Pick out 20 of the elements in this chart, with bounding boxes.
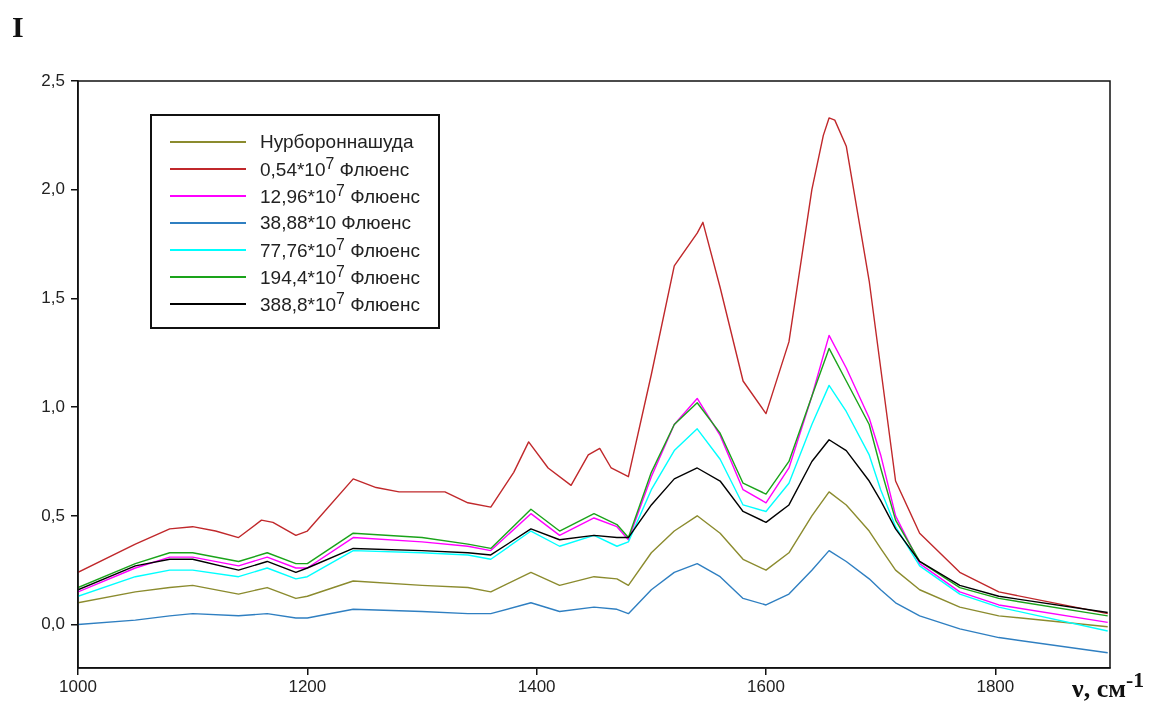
y-tick-label: 0,5 [41,505,65,525]
y-tick-label: 2,5 [41,70,65,90]
x-tick-label: 1200 [288,676,327,696]
y-axis-title: I [12,10,24,44]
y-tick-label: 1,0 [41,396,65,416]
x-tick-label: 1000 [59,676,97,696]
x-tick-label: 1400 [517,676,556,696]
y-tick-label: 2,0 [41,179,65,199]
legend-label: 77,76*10$^{7}$ Флюенс [260,236,420,263]
x-tick-label: 1800 [976,676,1015,696]
legend-label: 388,8*10$^{7}$ Флюенс [260,290,420,317]
legend-label: Нурбороннашуда [260,130,414,153]
y-tick-label: 0,0 [41,614,65,634]
x-axis-title: ν, см$^{-1}$ [1072,668,1144,704]
y-tick-label: 1,5 [41,288,65,308]
legend-label: 194,4*10$^{7}$ Флюенс [260,263,420,290]
x-tick-label: 1600 [747,676,785,696]
legend-label: 0,54*10$^{7}$ Флюенс [260,155,410,182]
legend-label: 38,88*10 Флюенс [260,211,412,234]
legend-label: 12,96*10$^{7}$ Флюенс [260,182,420,209]
